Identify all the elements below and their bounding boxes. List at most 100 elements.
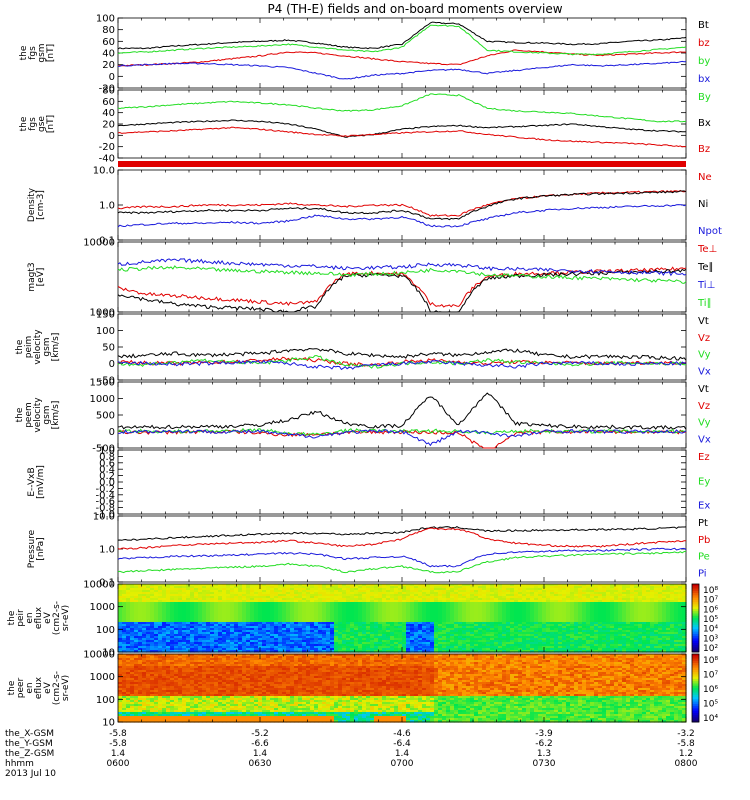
spectrogram-cell: [606, 584, 611, 587]
spectrogram-cell: [498, 630, 503, 633]
spectrogram-cell: [326, 624, 331, 627]
spectrogram-cell: [290, 610, 295, 613]
spectrogram-cell: [474, 590, 479, 593]
spectrogram-cell: [590, 614, 595, 617]
spectrogram-cell: [174, 638, 179, 641]
spectrogram-cell: [286, 642, 291, 645]
spectrogram-cell: [138, 584, 143, 587]
spectrogram-cell: [150, 594, 155, 597]
spectrogram-cell: [246, 650, 251, 653]
spectrogram-cell: [526, 608, 531, 611]
spectrogram-cell: [354, 644, 359, 647]
spectrogram-cell: [386, 630, 391, 633]
spectrogram-cell: [226, 620, 231, 623]
spectrogram-cell: [306, 590, 311, 593]
spectrogram-cell: [366, 618, 371, 621]
spectrogram-cell: [606, 610, 611, 613]
spectrogram-cell: [174, 630, 179, 633]
spectrogram-cell: [358, 608, 363, 611]
spectrogram-cell: [426, 628, 431, 631]
spectrogram-cell: [538, 590, 543, 593]
spectrogram-cell: [586, 604, 591, 607]
spectrogram-cell: [378, 650, 383, 653]
spectrogram-cell: [334, 614, 339, 617]
spectrogram-cell: [294, 596, 299, 599]
spectrogram-cell: [418, 628, 423, 631]
spectrogram-cell: [534, 604, 539, 607]
legend-label: Pb: [698, 535, 710, 546]
y-axis-label: gse: [37, 116, 47, 132]
spectrogram-cell: [270, 616, 275, 619]
spectrogram-cell: [578, 628, 583, 631]
legend-label: Pi: [698, 568, 707, 579]
spectrogram-cell: [610, 604, 615, 607]
spectrogram-cell: [390, 608, 395, 611]
spectrogram-cell: [226, 632, 231, 635]
spectrogram-cell: [262, 604, 267, 607]
spectrogram-cell: [170, 644, 175, 647]
spectrogram-cell: [118, 598, 123, 601]
spectrogram-cell: [206, 628, 211, 631]
spectrogram-cell: [418, 642, 423, 645]
spectrogram-cell: [546, 586, 551, 589]
spectrogram-cell: [566, 612, 571, 615]
spectrogram-cell: [510, 622, 515, 625]
spectrogram-cell: [450, 618, 455, 621]
spectrogram-cell: [206, 640, 211, 643]
spectrogram-cell: [294, 612, 299, 615]
spectrogram-cell: [270, 586, 275, 589]
spectrogram-cell: [590, 610, 595, 613]
spectrogram-cell: [574, 636, 579, 639]
spectrogram-cell: [266, 598, 271, 601]
spectrogram-cell: [510, 624, 515, 627]
spectrogram-cell: [478, 632, 483, 635]
spectrogram-cell: [202, 604, 207, 607]
spectrogram-cell: [262, 602, 267, 605]
spectrogram-cell: [378, 642, 383, 645]
spectrogram-cell: [122, 646, 127, 649]
spectrogram-cell: [202, 602, 207, 605]
spectrogram-cell: [410, 594, 415, 597]
spectrogram-cell: [490, 632, 495, 635]
spectrogram-cell: [190, 612, 195, 615]
spectrogram-cell: [382, 598, 387, 601]
spectrogram-cell: [314, 616, 319, 619]
spectrogram-cell: [510, 636, 515, 639]
spectrogram-cell: [322, 610, 327, 613]
spectrogram-cell: [362, 642, 367, 645]
spectrogram-cell: [598, 630, 603, 633]
spectrogram-cell: [578, 604, 583, 607]
spectrogram-cell: [626, 644, 631, 647]
spectrogram-cell: [570, 624, 575, 627]
panel-frame: [117, 89, 687, 159]
spectrogram-cell: [522, 604, 527, 607]
spectrogram-cell: [334, 606, 339, 609]
spectrogram-cell: [454, 636, 459, 639]
spectrogram-cell: [346, 632, 351, 635]
spectrogram-cell: [166, 640, 171, 643]
spectrogram-cell: [474, 602, 479, 605]
y-tick-label: 60: [102, 97, 115, 108]
spectrogram-cell: [194, 588, 199, 591]
spectrogram-cell: [190, 622, 195, 625]
spectrogram-cell: [194, 592, 199, 595]
spectrogram-cell: [270, 612, 275, 615]
spectrogram-cell: [274, 592, 279, 595]
spectrogram-cell: [134, 634, 139, 637]
spectrogram-cell: [522, 642, 527, 645]
spectrogram-cell: [610, 624, 615, 627]
spectrogram-cell: [154, 624, 159, 627]
y-tick-label: 20: [102, 60, 115, 71]
spectrogram-cell: [170, 608, 175, 611]
spectrogram-cell: [318, 622, 323, 625]
spectrogram-cell: [454, 598, 459, 601]
spectrogram-cell: [494, 626, 499, 629]
spectrogram-cell: [402, 632, 407, 635]
spectrogram-cell: [238, 650, 243, 653]
spectrogram-cell: [166, 650, 171, 653]
spectrogram-cell: [258, 614, 263, 617]
spectrogram-cell: [326, 610, 331, 613]
spectrogram-cell: [298, 608, 303, 611]
spectrogram-cell: [126, 604, 131, 607]
